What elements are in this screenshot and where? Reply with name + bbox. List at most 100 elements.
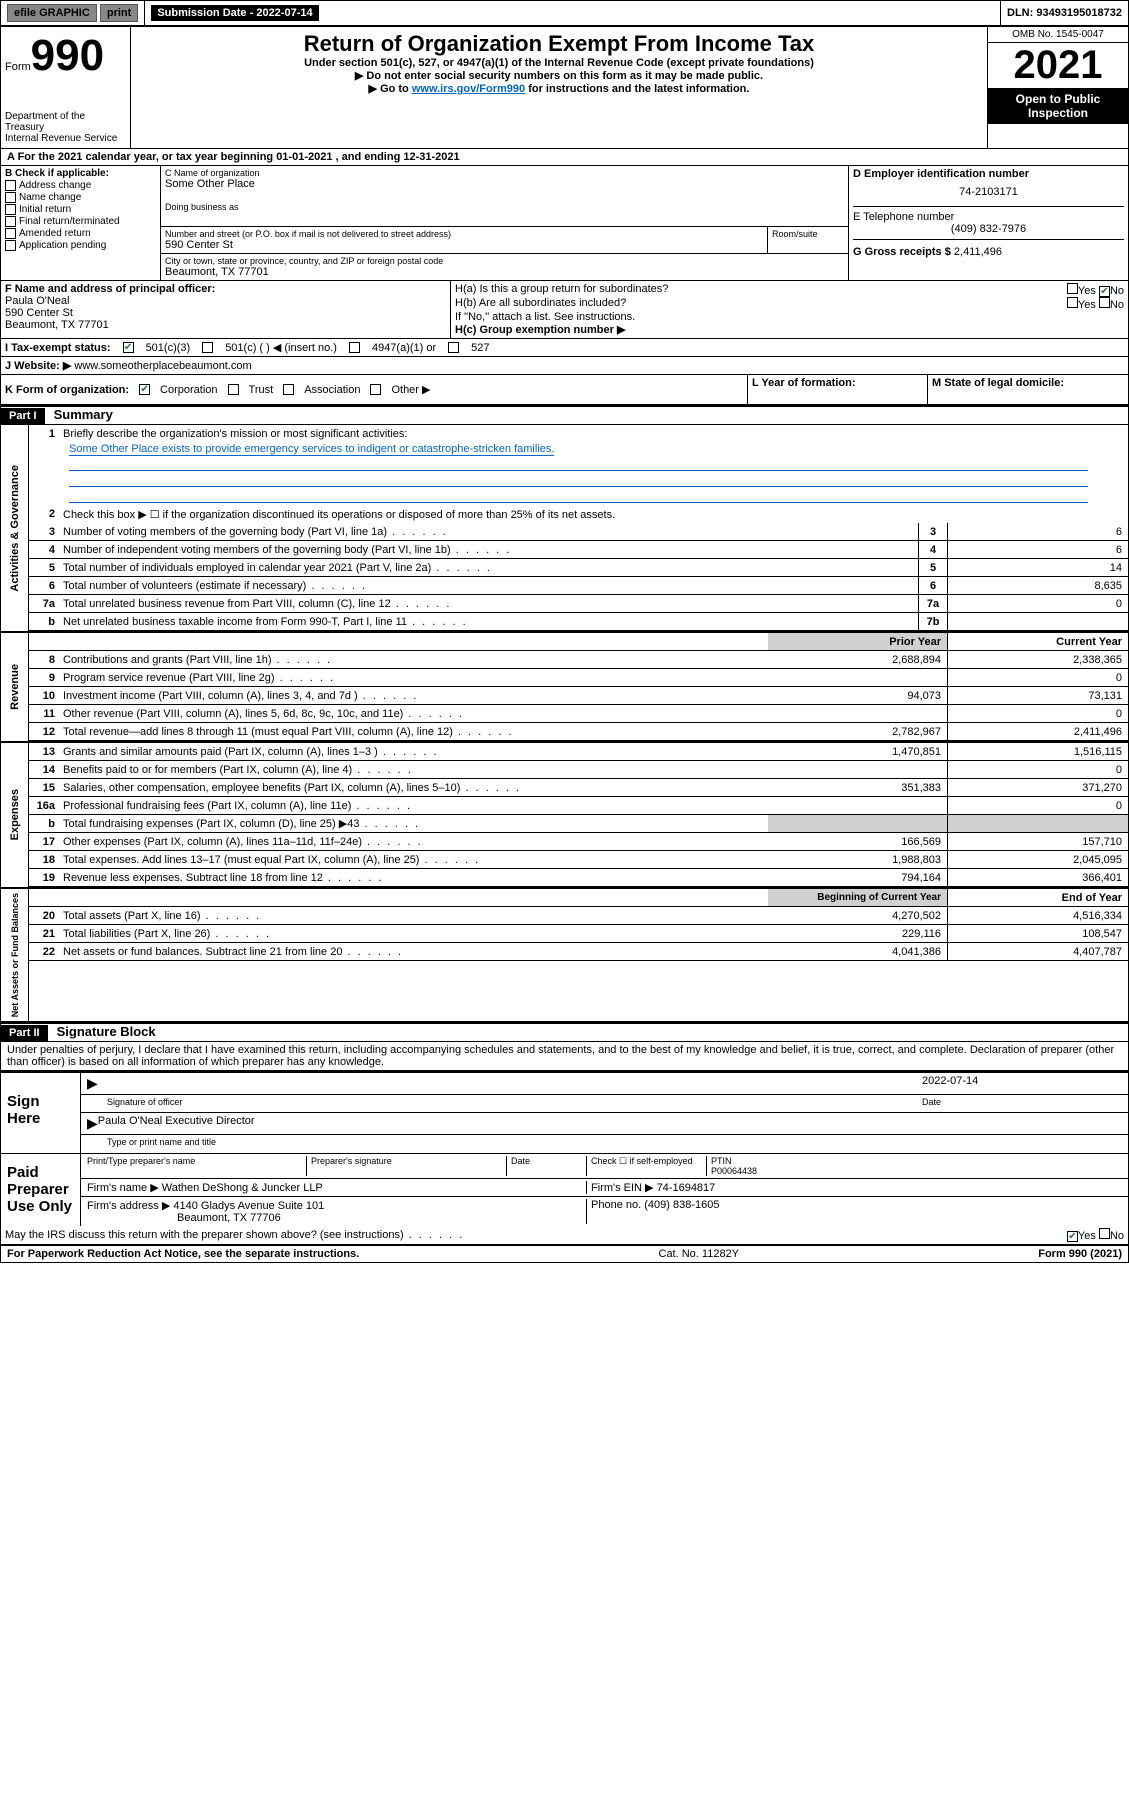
netassets-section: Net Assets or Fund Balances Beginning of… <box>1 889 1128 1023</box>
discuss-yes-checkbox[interactable] <box>1067 1231 1078 1242</box>
line-text: Other expenses (Part IX, column (A), lin… <box>61 836 768 848</box>
prep-sig-label: Preparer's signature <box>307 1156 507 1176</box>
section-h: H(a) Is this a group return for subordin… <box>451 281 1128 338</box>
table-row: 18Total expenses. Add lines 13–17 (must … <box>29 851 1128 869</box>
table-row: 4Number of independent voting members of… <box>29 541 1128 559</box>
form-label: Form <box>5 61 31 73</box>
other-checkbox[interactable] <box>370 384 381 395</box>
checkbox-label: Amended return <box>19 228 91 239</box>
current-value: 0 <box>948 705 1128 722</box>
line-num: 3 <box>29 526 61 538</box>
part1-header: Part I Summary <box>1 406 1128 425</box>
checkbox[interactable] <box>5 192 16 203</box>
hb-yes-checkbox[interactable] <box>1067 297 1078 308</box>
line-num: 22 <box>29 946 61 958</box>
table-row: 5Total number of individuals employed in… <box>29 559 1128 577</box>
prior-year-header: Prior Year <box>768 633 948 650</box>
efile-label: efile GRAPHIC <box>7 4 97 22</box>
header-right: OMB No. 1545-0047 2021 Open to PublicIns… <box>988 27 1128 148</box>
line-num: 19 <box>29 872 61 884</box>
corp-checkbox[interactable] <box>139 384 150 395</box>
org-name-label: C Name of organization <box>165 168 844 178</box>
phone: (409) 832-7976 <box>853 223 1124 235</box>
line-text: Contributions and grants (Part VIII, lin… <box>61 654 768 666</box>
officer-print-name: Paula O'Neal Executive Director <box>98 1115 255 1132</box>
declaration: Under penalties of perjury, I declare th… <box>1 1042 1128 1071</box>
tax-status-label: I Tax-exempt status: <box>5 342 111 354</box>
prior-value: 4,041,386 <box>768 943 948 960</box>
line-value: 14 <box>948 559 1128 576</box>
line-text: Number of independent voting members of … <box>61 544 918 556</box>
table-row: 6Total number of volunteers (estimate if… <box>29 577 1128 595</box>
expenses-label: Expenses <box>7 785 23 844</box>
current-value: 0 <box>948 669 1128 686</box>
table-row: bTotal fundraising expenses (Part IX, co… <box>29 815 1128 833</box>
ein-label: D Employer identification number <box>853 168 1124 180</box>
line-num: 12 <box>29 726 61 738</box>
section-a: A For the 2021 calendar year, or tax yea… <box>1 149 1128 166</box>
501c-checkbox[interactable] <box>202 342 213 353</box>
submission-date: Submission Date - 2022-07-14 <box>151 5 318 21</box>
prior-value <box>768 797 948 814</box>
4947-checkbox[interactable] <box>349 342 360 353</box>
line-value: 6 <box>948 523 1128 540</box>
table-row: 21Total liabilities (Part X, line 26)229… <box>29 925 1128 943</box>
current-value: 2,338,365 <box>948 651 1128 668</box>
line-num: 17 <box>29 836 61 848</box>
501c3-checkbox[interactable] <box>123 342 134 353</box>
discuss-no-checkbox[interactable] <box>1099 1228 1110 1239</box>
checkbox[interactable] <box>5 228 16 239</box>
prior-value <box>768 815 948 832</box>
prior-value: 2,688,894 <box>768 651 948 668</box>
print-button[interactable]: print <box>100 4 138 22</box>
prep-name-label: Print/Type preparer's name <box>87 1156 307 1176</box>
line-value: 6 <box>948 541 1128 558</box>
checkbox[interactable] <box>5 180 16 191</box>
trust-checkbox[interactable] <box>228 384 239 395</box>
current-value <box>948 815 1128 832</box>
table-row: 3Number of voting members of the governi… <box>29 523 1128 541</box>
omb-number: OMB No. 1545-0047 <box>988 27 1128 43</box>
checkbox[interactable] <box>5 204 16 215</box>
tax-year: 2021 <box>988 43 1128 88</box>
section-b-item: Final return/terminated <box>5 216 156 227</box>
table-row: 9Program service revenue (Part VIII, lin… <box>29 669 1128 687</box>
preparer-label: Paid Preparer Use Only <box>1 1154 81 1226</box>
527-checkbox[interactable] <box>448 342 459 353</box>
current-year-header: Current Year <box>948 633 1128 650</box>
arrow-icon-2: ▶ <box>87 1115 98 1132</box>
current-value: 108,547 <box>948 925 1128 942</box>
firm-name-label: Firm's name ▶ <box>87 1182 159 1194</box>
checkbox[interactable] <box>5 240 16 251</box>
sign-section: Sign Here ▶2022-07-14 Signature of offic… <box>1 1071 1128 1153</box>
footer-right: Form 990 (2021) <box>1038 1248 1122 1260</box>
section-j: J Website: ▶ www.someotherplacebeaumont.… <box>1 357 1128 375</box>
hb-no-checkbox[interactable] <box>1099 297 1110 308</box>
prior-value: 94,073 <box>768 687 948 704</box>
ha-yes-checkbox[interactable] <box>1067 283 1078 294</box>
assoc-checkbox[interactable] <box>283 384 294 395</box>
table-row: 19Revenue less expenses. Subtract line 1… <box>29 869 1128 887</box>
ha-no-checkbox[interactable] <box>1099 286 1110 297</box>
self-emp-label: Check ☐ if self-employed <box>587 1156 707 1176</box>
section-c: C Name of organizationSome Other PlaceDo… <box>161 166 848 280</box>
discuss-text: May the IRS discuss this return with the… <box>5 1229 464 1241</box>
firm-addr2: Beaumont, TX 77706 <box>87 1212 281 1224</box>
section-b-label: B Check if applicable: <box>5 168 156 179</box>
line-text: Salaries, other compensation, employee b… <box>61 782 768 794</box>
prep-phone-label: Phone no. <box>591 1199 641 1211</box>
sign-here-label: Sign Here <box>1 1073 81 1153</box>
form-number: 990 <box>31 31 104 80</box>
line-num: 18 <box>29 854 61 866</box>
checkbox-label: Name change <box>19 192 81 203</box>
checkbox[interactable] <box>5 216 16 227</box>
table-row: 15Salaries, other compensation, employee… <box>29 779 1128 797</box>
prior-value: 229,116 <box>768 925 948 942</box>
prior-value: 4,270,502 <box>768 907 948 924</box>
line-num: 20 <box>29 910 61 922</box>
prior-value <box>768 669 948 686</box>
current-value: 2,045,095 <box>948 851 1128 868</box>
irs-link[interactable]: www.irs.gov/Form990 <box>412 83 525 95</box>
current-value: 1,516,115 <box>948 743 1128 760</box>
org-city: Beaumont, TX 77701 <box>165 266 844 278</box>
